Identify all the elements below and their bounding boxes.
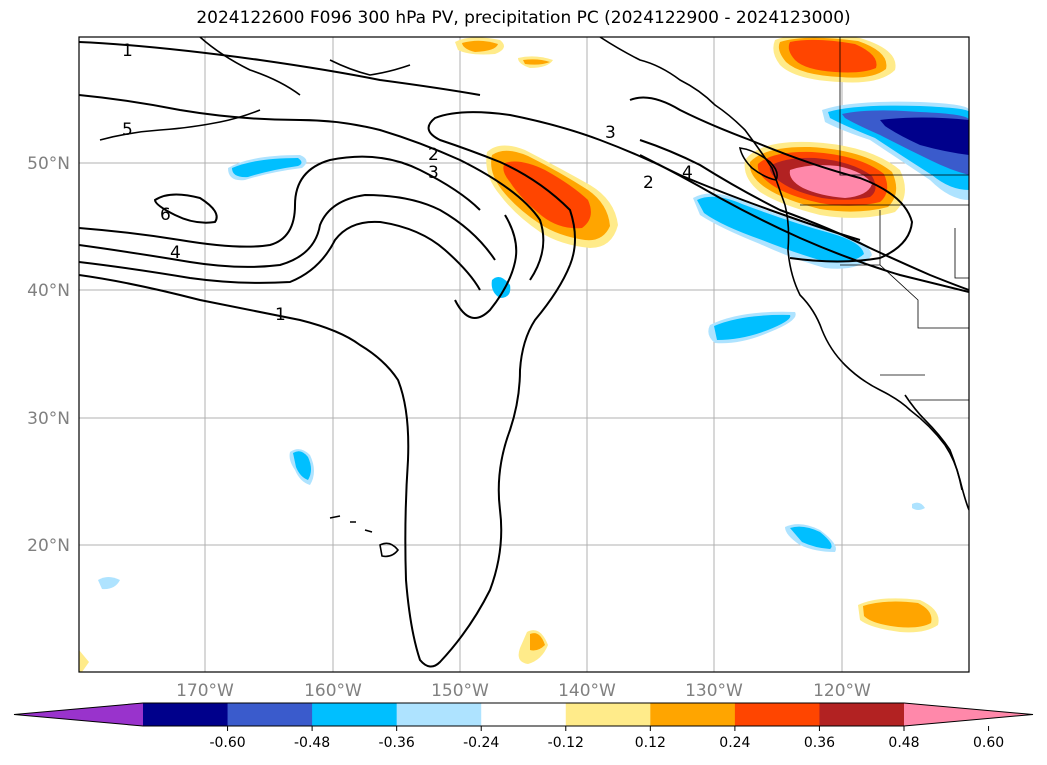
north-america-coastline	[599, 37, 969, 511]
pv-contour-2-loop	[454, 214, 518, 319]
colorbar-swatch	[481, 703, 567, 726]
lon-label: 120°W	[813, 681, 871, 701]
lon-label: 130°W	[685, 681, 743, 701]
pv-contour-1	[79, 41, 481, 96]
lat-label: 50°N	[27, 154, 70, 174]
contour-label: 5	[122, 120, 133, 140]
pv-contour-4	[79, 155, 481, 248]
pv-contour-2	[79, 220, 481, 291]
colorbar-swatch	[312, 703, 398, 726]
contour-label: 3	[605, 123, 616, 143]
precip-positive-region	[523, 59, 550, 65]
hawaii-islands	[329, 515, 400, 558]
precip-negative-region	[790, 526, 832, 549]
colorbar-tick-label: -0.24	[463, 735, 499, 751]
alaska-coastline	[199, 37, 411, 96]
contour-label-group: 1 5 6 4 2 3 1 3 2 4	[122, 41, 693, 325]
colorbar-tick-label: -0.60	[209, 735, 245, 751]
precip-positive-region	[79, 650, 89, 672]
precip-positive-region	[788, 39, 877, 73]
precip-positive-region	[789, 165, 872, 198]
latitude-labels: 50°N 40°N 30°N 20°N	[27, 154, 70, 556]
map-title: 2024122600 F096 300 hPa PV, precipitatio…	[196, 8, 851, 28]
colorbar-extend-high	[904, 703, 1033, 726]
lon-label: 170°W	[176, 681, 234, 701]
precip-negative-region	[714, 314, 791, 340]
colorbar-swatch	[143, 703, 229, 726]
contour-label: 4	[170, 243, 181, 263]
precip-negative-region	[98, 577, 120, 590]
precip-negative-region	[491, 276, 511, 298]
colorbar-outline	[13, 702, 1034, 727]
lat-label: 40°N	[27, 281, 70, 301]
colorbar-tick-label: 0.12	[635, 735, 666, 751]
precip-negative-region	[293, 451, 311, 480]
colorbar-swatch	[650, 703, 736, 726]
colorbar-tick-label: -0.48	[294, 735, 330, 751]
contour-label: 1	[275, 305, 286, 325]
pv-contour-3-loop	[427, 111, 861, 266]
coastlines	[99, 37, 969, 558]
colorbar-swatch	[396, 703, 482, 726]
lon-label: 160°W	[304, 681, 362, 701]
lat-label: 30°N	[27, 409, 70, 429]
precip-negative-region	[232, 158, 302, 178]
pv-contour-1-south	[79, 264, 571, 668]
contour-label: 2	[428, 145, 439, 165]
colorbar: -0.60 -0.48 -0.36 -0.24 -0.12 0.12 0.24 0.36 0.4…	[13, 702, 1034, 751]
precip-negative-region	[880, 117, 969, 155]
precip-positive-region	[462, 40, 498, 52]
lon-label: 150°W	[431, 681, 489, 701]
colorbar-tick-label: -0.36	[379, 735, 415, 751]
pv-contour-5	[79, 94, 545, 281]
contour-label: 1	[122, 41, 133, 61]
baja-coastline	[904, 394, 963, 491]
colorbar-extend-low	[14, 703, 143, 726]
colorbar-tick-label: 0.36	[804, 735, 835, 751]
contour-label: 4	[682, 163, 693, 183]
vancouver-island	[738, 147, 778, 181]
precip-negative-region	[912, 502, 925, 510]
pv-contour-east-2	[639, 154, 969, 293]
lat-label: 20°N	[27, 536, 70, 556]
pv-contour-6	[153, 193, 218, 224]
colorbar-tick-label: 0.24	[719, 735, 750, 751]
map-layers: 1 5 6 4 2 3 1 3 2 4	[79, 37, 969, 672]
colorbar-tick-label: 0.60	[973, 735, 1004, 751]
pv-contour-pacnw	[629, 96, 914, 263]
pv-contour-3	[79, 193, 496, 268]
precip-positive-region	[863, 601, 932, 628]
longitude-labels: 170°W 160°W 150°W 140°W 130°W 120°W	[176, 681, 871, 701]
precip-positive-region	[530, 633, 545, 651]
colorbar-swatch	[565, 703, 651, 726]
colorbar-tick-label: -0.12	[548, 735, 584, 751]
contour-label: 6	[160, 205, 171, 225]
precip-positive-region	[503, 161, 591, 229]
colorbar-swatch	[734, 703, 820, 726]
lon-label: 140°W	[558, 681, 616, 701]
colorbar-tick-label: 0.48	[888, 735, 919, 751]
pv-contour-east	[639, 139, 969, 291]
map-frame	[78, 36, 970, 673]
contour-label: 2	[643, 173, 654, 193]
colorbar-swatch	[227, 703, 313, 726]
colorbar-swatch	[819, 703, 905, 726]
contour-label: 3	[428, 163, 439, 183]
pv-contours	[79, 41, 969, 668]
